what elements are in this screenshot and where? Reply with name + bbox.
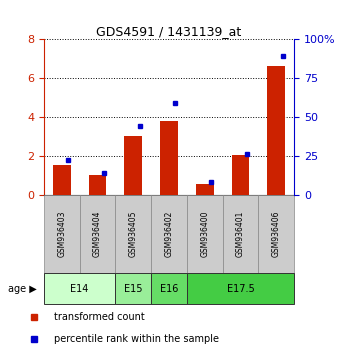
- Bar: [124, 136, 142, 195]
- Text: GSM936404: GSM936404: [93, 210, 102, 257]
- Text: transformed count: transformed count: [54, 312, 145, 322]
- Text: GSM936406: GSM936406: [272, 210, 281, 257]
- Text: GSM936400: GSM936400: [200, 210, 209, 257]
- Bar: [223, 195, 258, 273]
- Bar: [258, 195, 294, 273]
- Bar: [44, 195, 80, 273]
- Text: age ▶: age ▶: [8, 284, 37, 293]
- Bar: [187, 273, 294, 304]
- Text: E15: E15: [124, 284, 143, 293]
- Text: percentile rank within the sample: percentile rank within the sample: [54, 334, 219, 344]
- Bar: [80, 195, 115, 273]
- Text: GSM936405: GSM936405: [129, 210, 138, 257]
- Text: GSM936402: GSM936402: [165, 210, 173, 257]
- Text: GSM936401: GSM936401: [236, 210, 245, 257]
- Bar: [160, 121, 178, 195]
- Bar: [115, 195, 151, 273]
- Bar: [151, 273, 187, 304]
- Text: E14: E14: [71, 284, 89, 293]
- Bar: [196, 184, 214, 195]
- Bar: [115, 273, 151, 304]
- Bar: [44, 273, 115, 304]
- Bar: [267, 66, 285, 195]
- Bar: [89, 175, 106, 195]
- Text: E16: E16: [160, 284, 178, 293]
- Text: E17.5: E17.5: [226, 284, 254, 293]
- Title: GDS4591 / 1431139_at: GDS4591 / 1431139_at: [96, 25, 242, 38]
- Bar: [151, 195, 187, 273]
- Bar: [232, 155, 249, 195]
- Text: GSM936403: GSM936403: [57, 210, 66, 257]
- Bar: [187, 195, 223, 273]
- Bar: [53, 165, 71, 195]
